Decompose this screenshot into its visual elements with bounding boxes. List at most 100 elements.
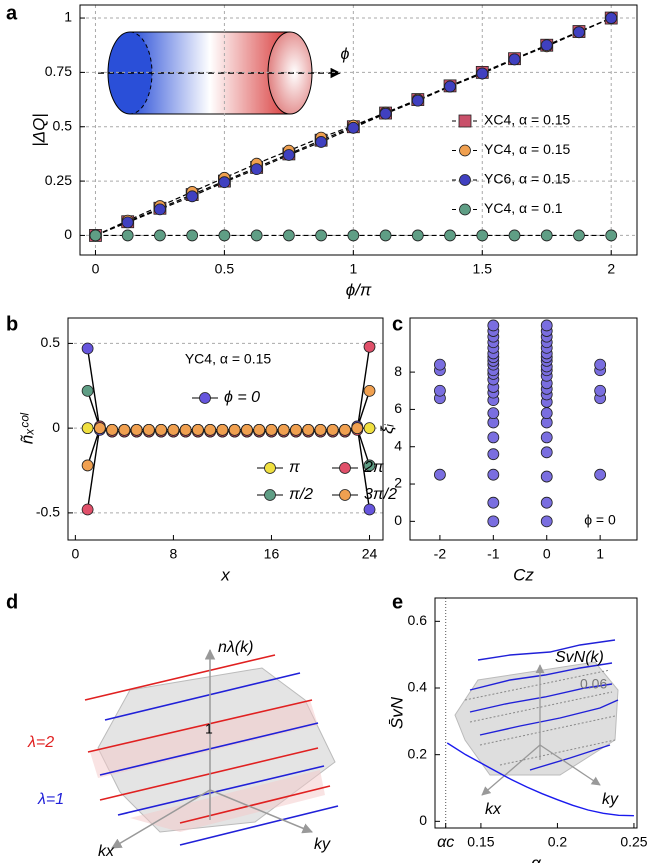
data-point	[81, 503, 94, 516]
y-tick-label: 0	[419, 812, 427, 828]
x-tick-label: 1	[596, 546, 604, 562]
legend-marker	[459, 144, 471, 157]
data-point	[167, 423, 180, 436]
data-point	[540, 319, 553, 332]
panel-label: d	[6, 591, 18, 613]
data-point	[487, 431, 500, 444]
legend-marker	[339, 489, 351, 501]
data-point	[154, 229, 166, 242]
axes-frame	[434, 597, 638, 829]
data-point	[314, 423, 327, 436]
y-tick-label: 0	[52, 419, 60, 435]
legend-label: 3π/2	[364, 486, 397, 503]
data-point	[290, 423, 302, 436]
data-point	[444, 229, 456, 242]
data-point	[540, 431, 553, 444]
data-point	[476, 229, 489, 242]
data-point	[315, 229, 328, 242]
y-tick-label: 6	[394, 400, 402, 416]
data-point	[363, 384, 376, 397]
data-point	[265, 423, 278, 436]
data-point	[347, 229, 360, 242]
data-point	[277, 423, 290, 436]
axes-frame	[409, 317, 638, 541]
axis-tick-label: 1	[205, 721, 213, 737]
x-tick-label: -2	[434, 546, 447, 562]
data-point	[411, 229, 424, 242]
data-point	[130, 423, 143, 436]
legend-marker	[264, 489, 276, 501]
x-axis-label: x	[220, 565, 230, 584]
x-tick-label: 1.5	[473, 261, 493, 277]
band-label: λ=1	[37, 791, 64, 808]
legend-marker	[199, 392, 211, 404]
data-point	[81, 342, 94, 355]
axes-frame	[67, 317, 384, 541]
plot-area	[445, 598, 634, 828]
legend-marker	[264, 462, 276, 474]
x-tick-label: -1	[487, 546, 500, 562]
data-point	[250, 163, 263, 176]
x-tick-label: 0	[543, 546, 551, 562]
x-tick-label: 0.2	[548, 834, 568, 850]
y-tick-label: 0	[64, 226, 72, 242]
data-point	[81, 459, 94, 472]
data-point	[444, 80, 456, 93]
y-tick-label: 1	[64, 9, 72, 25]
data-point	[573, 229, 585, 242]
x-tick-label: 1	[349, 261, 357, 277]
data-point	[326, 423, 339, 436]
data-point	[204, 423, 217, 436]
data-point	[508, 229, 521, 242]
y-tick-label: 0.5	[41, 334, 61, 350]
data-point	[142, 423, 155, 436]
y-axis-label: S̄vN	[387, 696, 406, 729]
data-point	[339, 423, 351, 436]
data-point	[540, 496, 553, 509]
axis-label: SvN(k)	[555, 649, 604, 666]
panel-label: a	[6, 2, 18, 24]
legend-label: π	[289, 459, 300, 476]
y-tick-label: 0.5	[53, 117, 73, 133]
legend-label: ϕ = 0	[224, 389, 260, 406]
data-point	[218, 229, 231, 242]
data-point	[282, 149, 295, 161]
legend-marker	[459, 174, 471, 186]
data-point	[347, 121, 360, 134]
data-point	[540, 39, 553, 52]
panel-label: c	[392, 313, 403, 335]
legend-label: π/2	[289, 486, 313, 503]
annotation: ϕ	[341, 46, 350, 63]
data-point	[89, 229, 102, 242]
data-point	[315, 136, 328, 148]
x-tick-label: 8	[170, 546, 178, 562]
axis-label: ky	[602, 791, 619, 808]
legend-marker	[339, 462, 351, 474]
data-point	[434, 468, 446, 481]
legend-marker	[458, 114, 472, 128]
y-tick-label: 8	[394, 363, 402, 379]
data-point	[216, 423, 229, 436]
y-tick-label: 0.2	[408, 745, 428, 761]
panel-label: b	[6, 313, 18, 335]
axis-label: ky	[314, 836, 331, 853]
data-point	[154, 203, 166, 216]
data-point	[487, 515, 500, 528]
data-point	[605, 12, 618, 24]
y-tick-label: 0.75	[45, 63, 72, 79]
x-axis-label: α	[531, 853, 542, 863]
legend-marker	[459, 203, 471, 216]
data-point	[434, 358, 446, 371]
x-axis-label: ϕ/π	[346, 280, 372, 299]
axis-label: nλ(k)	[218, 639, 253, 656]
x-tick-label: αc	[437, 834, 454, 851]
data-point	[192, 423, 204, 436]
band-diagram: nλ(k) 1 λ=2 λ=1 kx ky	[27, 639, 339, 860]
y-tick-label: 0.4	[408, 679, 428, 695]
axis-label: kx	[485, 801, 502, 818]
x-tick-label: 2	[607, 261, 615, 277]
data-point	[605, 229, 618, 242]
axes-frame	[79, 4, 638, 256]
